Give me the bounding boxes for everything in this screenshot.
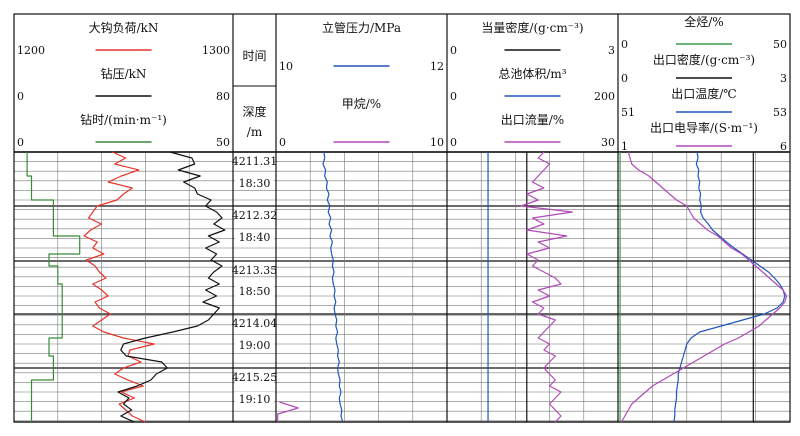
legend-min: 0 xyxy=(17,90,24,103)
legend-min: 0 xyxy=(450,44,457,57)
time-label-bg xyxy=(235,230,274,243)
legend-min: 0 xyxy=(17,136,24,149)
time-label-bg xyxy=(235,392,274,405)
legend-max: 50 xyxy=(773,38,787,51)
depth-label: 4212.32 xyxy=(232,209,278,222)
depth-label-bg xyxy=(235,208,274,221)
legend-min: 1 xyxy=(621,140,628,153)
curve-line xyxy=(83,151,155,423)
legend-label: 总池体积/m³ xyxy=(498,67,566,81)
legend-min: 51 xyxy=(621,106,635,119)
curve-line xyxy=(673,151,786,423)
legend-max: 3 xyxy=(780,72,787,85)
time-label-bg xyxy=(235,284,274,297)
legend-label: 当量密度/(g·cm⁻³) xyxy=(481,20,583,35)
legend-label: 出口密度/(g·cm⁻³) xyxy=(653,52,755,67)
legend-label: 立管压力/MPa xyxy=(322,20,401,35)
legend-min: 0 xyxy=(450,90,457,103)
methane-curve xyxy=(277,401,299,422)
legend-min: 0 xyxy=(450,136,457,149)
legend-label: 出口流量/% xyxy=(501,113,564,127)
legend-min: 0 xyxy=(621,72,628,85)
depth-label: 4214.04 xyxy=(232,317,278,330)
curve-line xyxy=(322,151,344,423)
legend-label: 钻时/(min·m⁻¹) xyxy=(80,112,167,127)
legend-max: 12 xyxy=(430,60,444,73)
chart-frame xyxy=(13,13,791,423)
time-label: 18:30 xyxy=(239,177,271,190)
legend-min: 1200 xyxy=(17,44,45,57)
depth-label-bg xyxy=(235,370,274,383)
curve-step-line xyxy=(26,152,81,422)
depth-label: 4215.25 xyxy=(232,371,278,384)
time-label-bg xyxy=(235,176,274,189)
legend-min: 10 xyxy=(279,60,293,73)
depth-label-bg xyxy=(235,263,274,276)
legend-max: 200 xyxy=(594,90,615,103)
time-label: 19:10 xyxy=(239,393,271,406)
legend-max: 30 xyxy=(601,136,615,149)
curve-line xyxy=(520,151,573,423)
depth-label-bg xyxy=(235,316,274,329)
legend-label: 出口温度/℃ xyxy=(671,86,736,101)
legend-max: 53 xyxy=(773,106,787,119)
time-header: 时间 xyxy=(242,49,266,63)
depth-label: 4213.35 xyxy=(232,264,278,277)
depth-label-bg xyxy=(235,154,274,167)
time-label-bg xyxy=(235,338,274,351)
legend-label: 甲烷/% xyxy=(342,97,381,111)
legend-max: 80 xyxy=(216,90,230,103)
legend-label: 钻压/kN xyxy=(101,66,147,81)
legend-max: 1300 xyxy=(202,44,230,57)
time-label: 18:40 xyxy=(239,231,271,244)
legend-max: 6 xyxy=(780,140,787,153)
legend-max: 50 xyxy=(216,136,230,149)
legend-max: 3 xyxy=(608,44,615,57)
legend-max: 10 xyxy=(430,136,444,149)
legend-label: 出口电导率/(S·m⁻¹) xyxy=(650,120,758,135)
legend-min: 0 xyxy=(279,136,286,149)
depth-header: 深度 xyxy=(242,104,266,119)
curve-line xyxy=(620,151,788,423)
time-label: 19:00 xyxy=(239,339,271,352)
curve-line xyxy=(117,151,226,423)
time-label: 18:50 xyxy=(239,285,271,298)
legend-label: 全烃/% xyxy=(684,14,723,29)
legend-min: 0 xyxy=(621,38,628,51)
legend-label: 大钩负荷/kN xyxy=(89,21,159,35)
depth-unit: /m xyxy=(247,125,263,139)
depth-label: 4211.31 xyxy=(232,155,278,168)
